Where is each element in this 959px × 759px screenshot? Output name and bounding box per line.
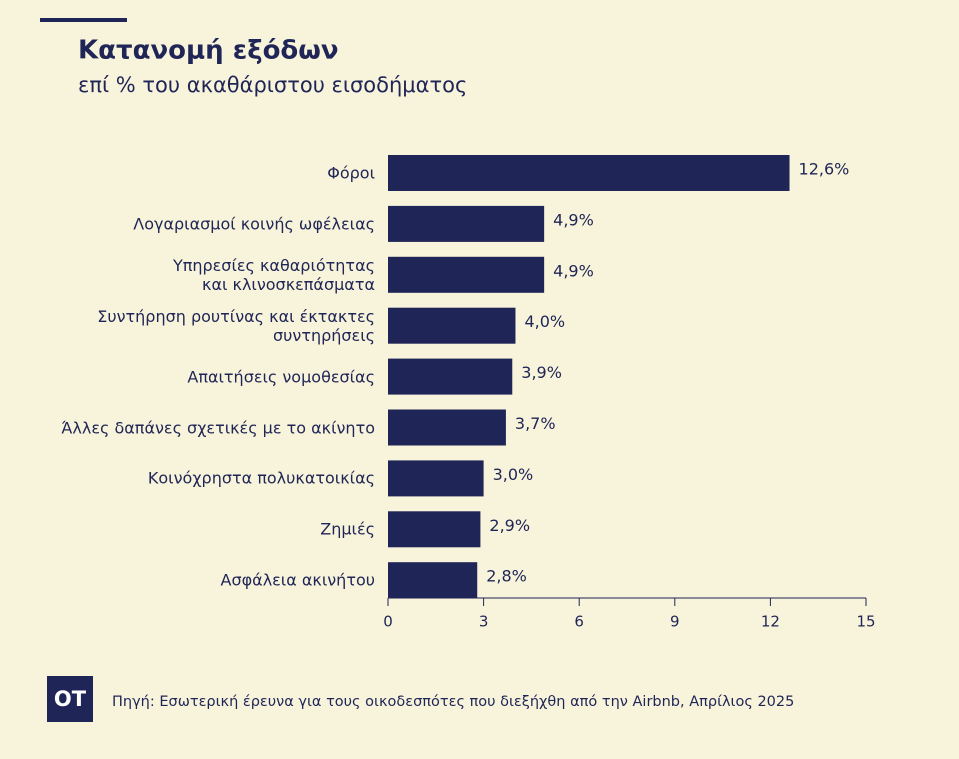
- category-label: Ασφάλεια ακινήτου: [220, 570, 376, 590]
- x-tick-label: 12: [761, 613, 780, 631]
- logo: OT: [54, 687, 87, 711]
- value-label: 2,9%: [489, 516, 530, 535]
- value-label: 4,9%: [553, 261, 594, 280]
- category-label: Φόροι: [327, 163, 375, 183]
- bar: [388, 256, 545, 293]
- chart-title: Κατανομή εξόδων: [78, 36, 339, 66]
- source: Πηγή: Εσωτερική έρευνα για τους οικοδεσπ…: [112, 694, 794, 710]
- value-label: 3,0%: [493, 465, 534, 484]
- x-tick-label: 3: [479, 613, 489, 631]
- bar: [388, 307, 516, 344]
- bar: [388, 205, 545, 242]
- value-label: 3,7%: [515, 414, 556, 433]
- value-label: 4,9%: [553, 210, 594, 229]
- bar: [388, 409, 506, 446]
- bar: [388, 155, 790, 191]
- category-label: Κοινόχρηστα πολυκατοικίας: [147, 468, 375, 488]
- bar: [388, 460, 484, 497]
- x-tick-label: 0: [383, 613, 393, 631]
- x-tick-label: 6: [574, 613, 584, 631]
- bar: [388, 562, 478, 599]
- category-label: Άλλες δαπάνες σχετικές με το ακίνητο: [61, 418, 375, 437]
- accent-line: [40, 18, 127, 22]
- category-label: Απαιτήσεις νομοθεσίας: [187, 367, 375, 387]
- category-label: Λογαριασμοί κοινής ωφέλειας: [133, 214, 375, 234]
- x-tick-label: 9: [670, 613, 680, 631]
- value-label: 4,0%: [524, 312, 565, 331]
- logo-box: [47, 676, 93, 722]
- x-tick-label: 15: [856, 613, 875, 631]
- value-label: 2,8%: [486, 567, 527, 586]
- category-label: Υπηρεσίες καθαριότητας και κλινοσκεπάσμα…: [172, 255, 375, 294]
- category-label: Ζημιές: [320, 519, 375, 539]
- value-label: 12,6%: [799, 160, 850, 179]
- category-label: Συντήρηση ρουτίνας και έκτακτες συντηρήσ…: [97, 306, 375, 345]
- bar: [388, 358, 513, 395]
- chart-subtitle: επί % του ακαθάριστου εισοδήματος: [78, 73, 467, 97]
- bar: [388, 511, 481, 548]
- value-label: 3,9%: [521, 363, 562, 382]
